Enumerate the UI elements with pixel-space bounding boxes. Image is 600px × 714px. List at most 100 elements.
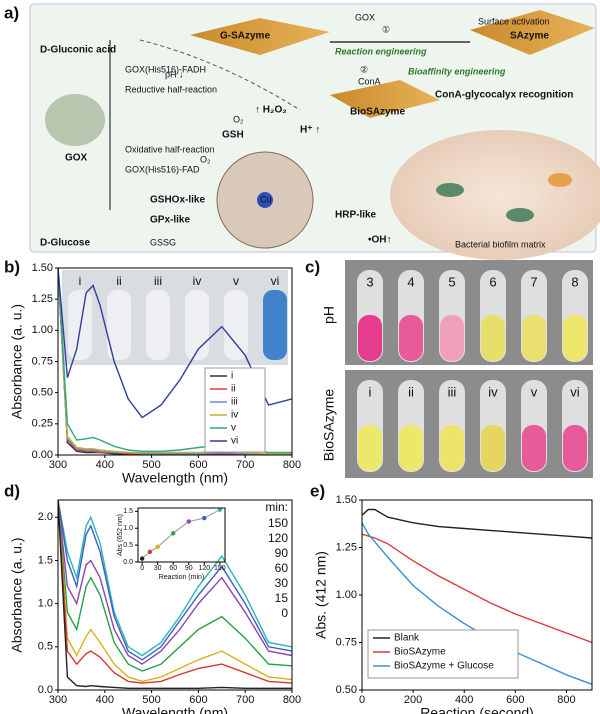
data-line bbox=[58, 500, 292, 672]
x-tick-label: 500 bbox=[142, 459, 160, 471]
label: Surface activation bbox=[478, 16, 550, 26]
sazyme-slab bbox=[470, 10, 595, 55]
data-line bbox=[58, 500, 292, 665]
tube-label: ii bbox=[408, 384, 414, 399]
x-tick-label: 600 bbox=[189, 694, 207, 706]
y-tick-label: 1.5 bbox=[123, 508, 133, 515]
label: Bioaffinity engineering bbox=[408, 66, 506, 76]
legend-label: 15 bbox=[275, 591, 289, 605]
x-tick-label: 400 bbox=[96, 694, 114, 706]
data-point bbox=[171, 531, 176, 536]
y-axis-label: Abs. (412 nm) bbox=[313, 551, 329, 639]
data-point bbox=[186, 519, 191, 524]
label: ConA-glycocalyx recognition bbox=[435, 90, 573, 101]
y-tick-label: 1.5 bbox=[38, 554, 53, 566]
y-tick-label: 0.0 bbox=[38, 684, 53, 696]
legend-box bbox=[204, 367, 266, 453]
tube bbox=[107, 290, 131, 360]
legend-label: BioSAzyme bbox=[394, 647, 446, 658]
tube-label: iv bbox=[193, 274, 202, 288]
y-tick-label: 1.0 bbox=[123, 525, 133, 532]
x-tick-label: 200 bbox=[404, 694, 422, 706]
label: GSSG bbox=[150, 237, 176, 247]
label: Oxidative half-reaction bbox=[125, 144, 215, 154]
x-axis-label: Wavelength (nm) bbox=[122, 705, 228, 714]
label: HRP-like bbox=[335, 210, 377, 221]
x-tick-label: 0 bbox=[140, 565, 144, 572]
legend-label: v bbox=[231, 423, 236, 434]
x-tick-label: 30 bbox=[154, 565, 162, 572]
x-tick-label: 150 bbox=[214, 565, 226, 572]
x-tick-label: 800 bbox=[557, 694, 575, 706]
x-tick-label: 400 bbox=[96, 459, 114, 471]
x-axis-label: Reaction (min) bbox=[159, 574, 205, 581]
tube-liquid bbox=[358, 425, 382, 471]
legend-label: ii bbox=[231, 384, 235, 395]
x-axis-label: Wavelength (nm) bbox=[122, 470, 228, 486]
photo-c-top bbox=[345, 260, 593, 365]
label: O₂ bbox=[200, 154, 211, 164]
y-tick-label: 0.50 bbox=[336, 684, 357, 696]
data-line bbox=[362, 522, 592, 685]
tube-label: vi bbox=[271, 274, 280, 288]
legend-box bbox=[367, 629, 519, 679]
data-line bbox=[58, 500, 292, 689]
tube bbox=[146, 290, 170, 360]
x-tick-label: 500 bbox=[142, 694, 160, 706]
label: Bacterial biofilm matrix bbox=[455, 239, 546, 249]
panel-label: e) bbox=[310, 481, 325, 500]
y-axis-label: Absorbance (a. u.) bbox=[9, 537, 25, 652]
tube-liquid bbox=[399, 425, 423, 471]
y-tick-label: 1.00 bbox=[336, 589, 357, 601]
data-point bbox=[202, 515, 207, 521]
label: GOX(His516)-FADH bbox=[125, 64, 206, 74]
y-tick-label: 1.0 bbox=[38, 598, 53, 610]
label: G-SAzyme bbox=[220, 31, 270, 42]
legend-label: 150 bbox=[268, 516, 288, 530]
tube-liquid bbox=[563, 315, 587, 361]
axes-frame bbox=[137, 507, 226, 563]
bacterium bbox=[436, 183, 464, 197]
label: SAzyme bbox=[510, 31, 549, 42]
tube-label: iii bbox=[154, 274, 162, 288]
data-line bbox=[58, 500, 292, 683]
label: D-Gluconic acid bbox=[40, 45, 116, 56]
label: GOX bbox=[355, 12, 375, 22]
tube-liquid bbox=[399, 315, 423, 361]
legend-title: min: bbox=[265, 500, 288, 514]
data-line bbox=[362, 508, 592, 539]
y-tick-label: 1.50 bbox=[336, 494, 357, 506]
label: H⁺ ↑ bbox=[300, 125, 320, 136]
y-tick-label: 0.5 bbox=[123, 542, 133, 549]
y-axis-label: Absorbance (a. u.) bbox=[9, 304, 25, 419]
axes-frame bbox=[57, 267, 293, 456]
label: ② bbox=[360, 64, 368, 74]
tube-label: 5 bbox=[448, 274, 455, 289]
plot bbox=[58, 500, 292, 689]
plot bbox=[362, 508, 592, 685]
label: Reaction engineering bbox=[335, 46, 427, 56]
x-axis-label: Reaction (second) bbox=[420, 705, 534, 714]
y-tick-label: 0.0 bbox=[123, 559, 133, 566]
data-point bbox=[147, 549, 153, 555]
photo-c-bottom bbox=[345, 370, 593, 478]
x-tick-label: 800 bbox=[283, 459, 301, 471]
gox-structure bbox=[45, 94, 105, 146]
data-line bbox=[58, 268, 292, 419]
panel-label: d) bbox=[4, 481, 20, 500]
arrow bbox=[139, 39, 301, 111]
legend-label: 0 bbox=[281, 606, 288, 620]
tube-liquid bbox=[440, 315, 464, 361]
x-tick-label: 0 bbox=[359, 694, 365, 706]
tube-label: 3 bbox=[366, 274, 373, 289]
tube-label: iii bbox=[448, 384, 457, 399]
label: GSHOx-like bbox=[150, 195, 205, 206]
label: BioSAzyme bbox=[350, 107, 405, 118]
data-point bbox=[155, 544, 160, 550]
label: GOX bbox=[65, 153, 88, 164]
tube-label: ii bbox=[116, 274, 121, 288]
bacterium bbox=[506, 208, 534, 222]
panel-label: c) bbox=[305, 257, 320, 276]
label: O₂ bbox=[233, 114, 244, 124]
axes-frame bbox=[361, 499, 593, 691]
